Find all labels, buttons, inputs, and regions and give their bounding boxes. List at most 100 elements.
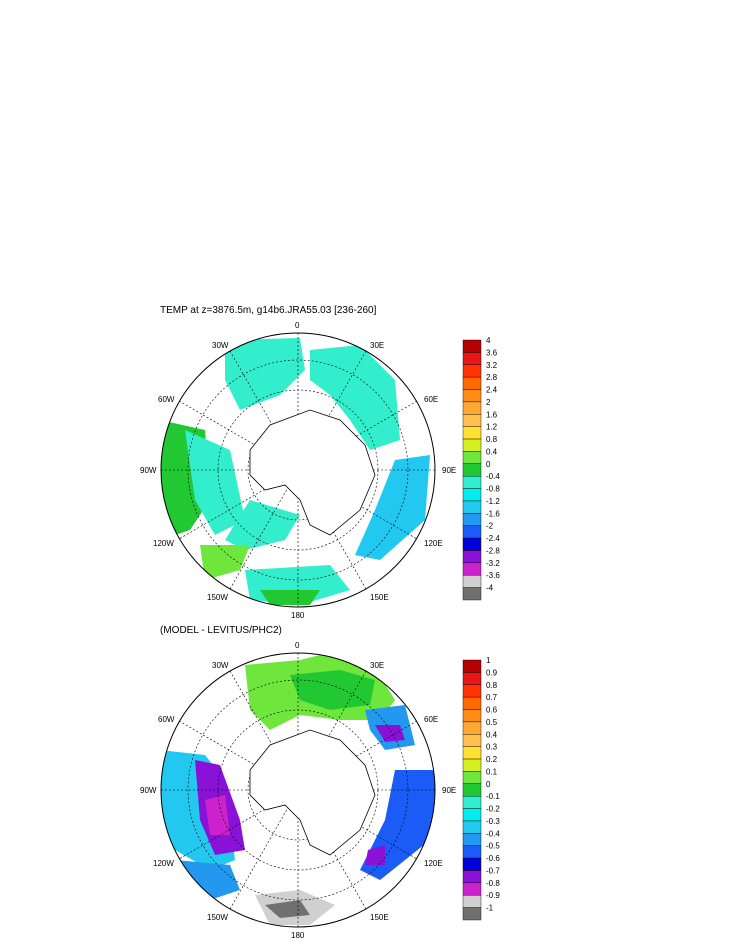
- colorbar-tick-label: 4: [486, 336, 491, 345]
- svg-text:90E: 90E: [442, 466, 456, 475]
- colorbar-swatch: [462, 463, 482, 477]
- svg-text:150E: 150E: [370, 913, 389, 922]
- svg-text:120W: 120W: [153, 859, 174, 868]
- colorbar: 4 3.6 3.2 2.8 2.4 2 1.6 1.2 0.8 0.4 0 -0.4 -0.8 -1.2 -…: [462, 336, 500, 601]
- svg-text:90W: 90W: [140, 786, 157, 795]
- colorbar-swatch: [462, 525, 482, 539]
- colorbar-tick-label: 3.2: [486, 361, 498, 370]
- svg-text:30E: 30E: [370, 661, 384, 670]
- svg-text:180: 180: [291, 611, 305, 620]
- colorbar-swatch: [462, 771, 482, 785]
- colorbar-swatch: [462, 376, 482, 390]
- colorbar-swatch: [462, 696, 482, 710]
- colorbar-swatch: [462, 857, 482, 871]
- colorbar-swatch: [462, 562, 482, 576]
- colorbar-tick-label: 0.8: [486, 435, 498, 444]
- colorbar-tick-label: -1.6: [486, 509, 500, 518]
- colorbar-swatch: [462, 721, 482, 735]
- colorbar-swatch: [462, 513, 482, 526]
- svg-text:90W: 90W: [140, 466, 157, 475]
- colorbar-tick-label: 0.9: [486, 668, 498, 677]
- colorbar-swatch: [462, 734, 482, 747]
- colorbar-swatch: [462, 808, 482, 822]
- antarctica-outline: [249, 409, 376, 536]
- colorbar-tick-label: -0.4: [486, 829, 500, 838]
- colorbar-tick-label: -3.6: [486, 571, 500, 580]
- colorbar-tick-label: 0.8: [486, 681, 498, 690]
- colorbar-swatch: [462, 488, 482, 502]
- colorbar-tick-label: -0.6: [486, 854, 500, 863]
- colorbar-tick-label: 0.1: [486, 767, 498, 776]
- svg-text:30E: 30E: [370, 341, 384, 350]
- svg-text:120W: 120W: [153, 539, 174, 548]
- svg-text:150E: 150E: [370, 593, 389, 602]
- colorbar-tick-label: -2.4: [486, 534, 500, 543]
- colorbar-tick-label: 0.7: [486, 693, 498, 702]
- colorbar-swatch: [462, 352, 482, 365]
- colorbar-swatch: [462, 575, 482, 588]
- colorbar-swatch: [462, 795, 482, 809]
- panel-title: TEMP at z=3876.5m, g14b6.JRA55.03 [236-2…: [160, 305, 377, 316]
- colorbar-tick-label: 0.3: [486, 743, 498, 752]
- colorbar-swatch: [462, 709, 482, 723]
- svg-text:150W: 150W: [207, 593, 228, 602]
- colorbar-swatch: [462, 672, 482, 685]
- map-labels: 0 180 90W 90E 30W 30E 60W 60E 120W 120E …: [140, 641, 456, 940]
- svg-text:30W: 30W: [212, 661, 229, 670]
- colorbar-swatch: [462, 414, 482, 427]
- colorbar-swatch: [462, 389, 482, 403]
- colorbar-swatch: [462, 339, 482, 353]
- colorbar-swatch: [462, 475, 482, 489]
- colorbar-swatch: [462, 820, 482, 834]
- colorbar-tick-label: 1.6: [486, 410, 498, 419]
- svg-text:60W: 60W: [158, 395, 175, 404]
- colorbar-tick-label: -0.8: [486, 879, 500, 888]
- colorbar-tick-label: 0.6: [486, 706, 498, 715]
- colorbar-swatch: [462, 845, 482, 859]
- colorbar-tick-label: -0.5: [486, 842, 500, 851]
- svg-text:60W: 60W: [158, 715, 175, 724]
- colorbar-tick-label: -3.2: [486, 559, 500, 568]
- colorbar-tick-label: 0.5: [486, 718, 498, 727]
- colorbar-tick-label: 0: [486, 460, 491, 469]
- colorbar-swatch: [462, 659, 482, 673]
- svg-text:90E: 90E: [442, 786, 456, 795]
- panel-title: (MODEL - LEVITUS/PHC2): [160, 625, 282, 636]
- svg-text:150W: 150W: [207, 913, 228, 922]
- colorbar-swatch: [462, 907, 482, 921]
- colorbar-tick-label: 2.4: [486, 386, 498, 395]
- colorbar-tick-label: -1: [486, 904, 494, 913]
- antarctica-outline: [249, 729, 376, 856]
- polar-map: 0 180 90W 90E 30W 30E 60W 60E 120W 120E …: [140, 321, 500, 620]
- polar-map: 0 180 90W 90E 30W 30E 60W 60E 120W 120E …: [140, 641, 500, 940]
- colorbar-swatch: [462, 684, 482, 698]
- colorbar-tick-label: -0.3: [486, 817, 500, 826]
- colorbar-tick-label: 3.6: [486, 348, 498, 357]
- colorbar-tick-label: -0.1: [486, 792, 500, 801]
- colorbar-tick-label: 0: [486, 780, 491, 789]
- colorbar-tick-label: 1.2: [486, 423, 498, 432]
- colorbar-tick-label: -2.8: [486, 546, 500, 555]
- colorbar-tick-label: 0.2: [486, 755, 498, 764]
- svg-text:60E: 60E: [424, 395, 438, 404]
- colorbar-swatch: [462, 870, 482, 884]
- colorbar-tick-label: -4: [486, 584, 494, 593]
- colorbar-tick-label: 2: [486, 398, 491, 407]
- colorbar-swatch: [462, 451, 482, 465]
- svg-text:30W: 30W: [212, 341, 229, 350]
- svg-text:0: 0: [295, 321, 300, 330]
- svg-text:120E: 120E: [424, 859, 443, 868]
- colorbar-swatch: [462, 500, 482, 514]
- colorbar-swatch: [462, 783, 482, 797]
- svg-text:120E: 120E: [424, 539, 443, 548]
- colorbar-tick-label: -1.2: [486, 497, 500, 506]
- colorbar-swatch: [462, 426, 482, 440]
- colorbar-swatch: [462, 895, 482, 908]
- colorbar-tick-label: 0.4: [486, 447, 498, 456]
- colorbar-swatch: [462, 550, 482, 564]
- colorbar-tick-label: -0.8: [486, 485, 500, 494]
- colorbar-swatch: [462, 364, 482, 378]
- colorbar-tick-label: 0.4: [486, 730, 498, 739]
- colorbar-tick-label: -0.7: [486, 866, 500, 875]
- panel-difference: (MODEL - LEVITUS/PHC2): [0, 620, 733, 945]
